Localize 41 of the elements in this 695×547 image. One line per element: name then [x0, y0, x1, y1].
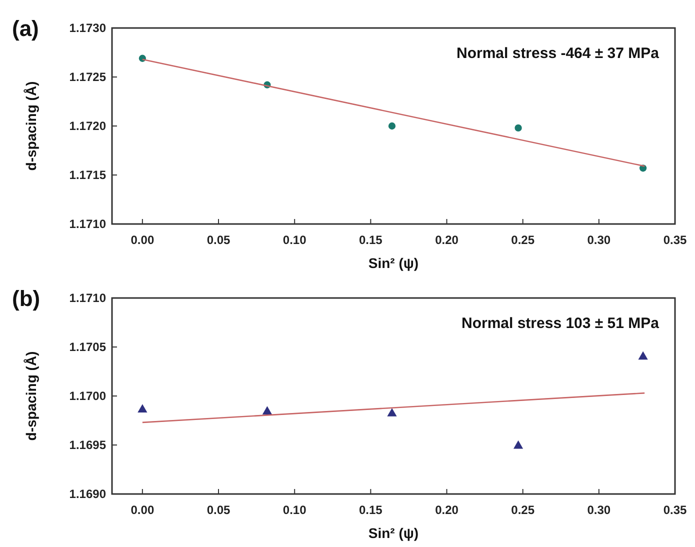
x-tick-label: 0.25: [511, 233, 535, 247]
x-tick-label: 0.05: [206, 233, 231, 247]
x-tick-label: 0.05: [206, 503, 231, 517]
x-tick-label: 0.15: [358, 503, 383, 517]
annotation: Normal stress 103 ± 51 MPa: [461, 315, 660, 332]
x-tick-label: 0.00: [130, 503, 154, 517]
x-tick-label: 0.30: [587, 233, 611, 247]
x-tick-label: 0.10: [282, 233, 307, 247]
y-tick-label: 1.1720: [69, 119, 106, 134]
chart-title: (a): [12, 16, 39, 41]
x-axis-title: Sin² (ψ): [368, 525, 419, 541]
y-tick-label: 1.1705: [69, 340, 106, 354]
x-tick-label: 0.30: [587, 503, 611, 517]
x-tick-label: 0.20: [435, 503, 459, 517]
x-tick-label: 0.35: [663, 233, 687, 247]
x-tick-label: 0.10: [282, 503, 307, 517]
point: [638, 351, 648, 360]
point: [388, 122, 396, 130]
y-tick-label: 1.1695: [69, 438, 106, 452]
annotation: Normal stress -464 ± 37 MPa: [456, 45, 660, 62]
y-tick-label: 1.1710: [69, 291, 106, 306]
point: [514, 124, 522, 132]
x-tick-label: 0.15: [358, 233, 383, 247]
chart-title: (b): [12, 286, 40, 311]
point: [387, 408, 397, 416]
y-tick-label: 1.1730: [69, 21, 106, 36]
x-tick-label: 0.20: [435, 233, 459, 247]
y-tick-label: 1.1725: [69, 70, 106, 84]
y-tick-label: 1.1710: [69, 217, 106, 232]
x-axis-title: Sin² (ψ): [368, 255, 419, 271]
x-tick-label: 0.00: [130, 233, 154, 247]
y-tick-label: 1.1690: [69, 487, 106, 502]
point: [262, 406, 272, 414]
y-tick-label: 1.1700: [69, 389, 106, 404]
x-tick-label: 0.25: [511, 503, 535, 517]
y-tick-label: 1.1715: [69, 168, 106, 182]
point: [138, 404, 148, 412]
y-axis-title: d-spacing (Å): [23, 81, 39, 171]
point: [513, 440, 524, 449]
x-tick-label: 0.35: [663, 503, 687, 517]
y-axis-title: d-spacing (Å): [23, 351, 39, 441]
